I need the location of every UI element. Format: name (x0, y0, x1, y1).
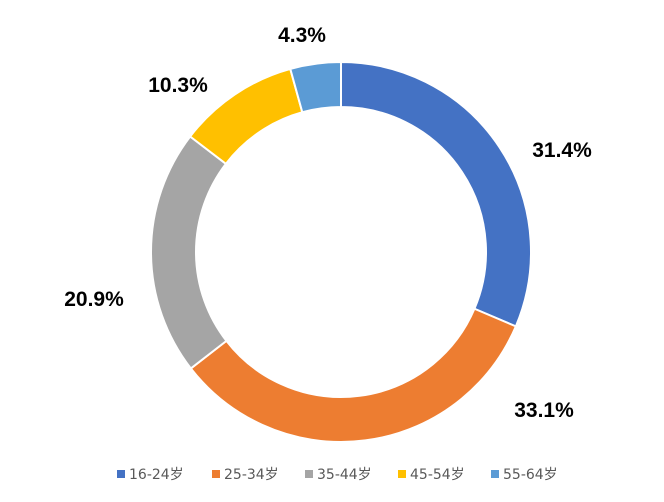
slice-25-34 (189, 307, 518, 443)
data-label-55-64: 4.3% (278, 24, 326, 47)
legend-label-45-54: 45-54岁 (410, 467, 465, 483)
data-label-25-34: 33.1% (514, 399, 574, 422)
legend: 16-24岁 25-34岁 35-44岁 45-54岁 55-64岁 (117, 467, 558, 483)
donut-slices (150, 60, 532, 443)
legend-swatch-45-54 (398, 470, 406, 478)
legend-item-35-44: 35-44岁 (305, 467, 372, 483)
legend-item-45-54: 45-54岁 (398, 467, 465, 483)
slice-55-64 (289, 60, 342, 114)
data-label-16-24: 31.4% (532, 139, 592, 162)
legend-swatch-16-24 (117, 470, 125, 478)
slice-16-24 (340, 60, 532, 328)
data-label-35-44: 20.9% (64, 288, 124, 311)
legend-item-16-24: 16-24岁 (117, 467, 184, 483)
legend-swatch-25-34 (212, 470, 220, 478)
legend-item-55-64: 55-64岁 (491, 467, 558, 483)
legend-label-35-44: 35-44岁 (317, 467, 372, 483)
legend-swatch-55-64 (491, 470, 499, 478)
data-label-45-54: 10.3% (148, 74, 208, 97)
legend-label-16-24: 16-24岁 (129, 467, 184, 483)
legend-swatch-35-44 (305, 470, 313, 478)
legend-label-55-64: 55-64岁 (503, 467, 558, 483)
legend-item-25-34: 25-34岁 (212, 467, 279, 483)
slice-35-44 (150, 135, 228, 370)
legend-label-25-34: 25-34岁 (224, 467, 279, 483)
